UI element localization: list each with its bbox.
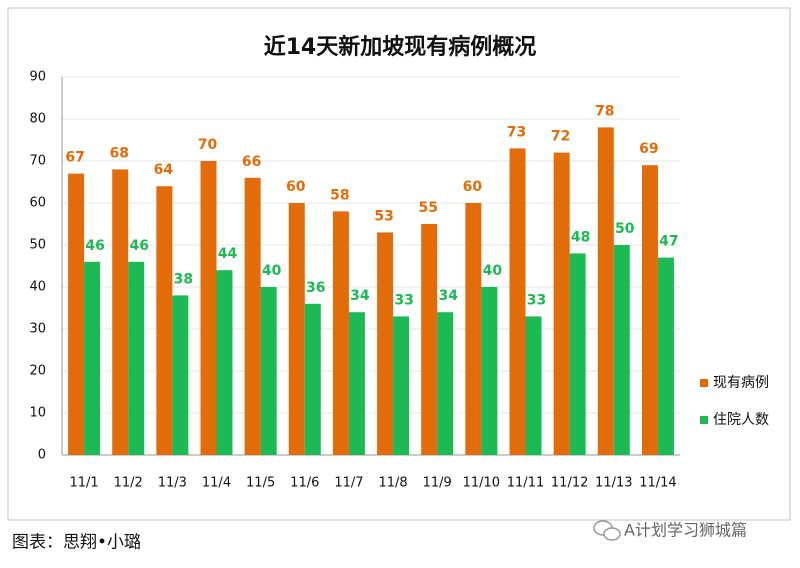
x-tick-label: 11/13 [595, 476, 632, 491]
legend-label: 现有病例 [713, 375, 769, 391]
y-tick-label: 60 [29, 196, 46, 211]
x-tick-label: 11/14 [639, 476, 676, 491]
wechat-icon [593, 520, 621, 541]
bar [304, 303, 321, 455]
bar [84, 261, 101, 455]
bar [377, 232, 394, 455]
x-tick-label: 11/7 [334, 476, 363, 491]
data-label: 72 [551, 129, 570, 145]
x-tick-label: 11/6 [290, 476, 319, 491]
bar [244, 177, 261, 456]
data-label: 33 [527, 292, 546, 308]
data-label: 64 [154, 162, 174, 178]
y-tick-label: 90 [29, 70, 46, 85]
y-tick-label: 50 [29, 238, 46, 253]
bar [332, 211, 349, 455]
data-label: 58 [330, 187, 349, 203]
bar [481, 287, 498, 455]
bar [569, 253, 586, 455]
data-label: 60 [286, 179, 306, 195]
data-label: 34 [438, 288, 458, 304]
chart-title: 近14天新加坡现有病例概况 [264, 34, 537, 60]
x-tick-label: 11/3 [158, 476, 187, 491]
x-tick-label: 11/12 [551, 476, 588, 491]
data-label: 73 [507, 124, 526, 140]
y-tick-label: 40 [29, 280, 46, 295]
y-tick-label: 70 [29, 154, 46, 169]
bar [68, 173, 85, 455]
legend-swatch [700, 379, 708, 387]
y-tick-label: 30 [29, 322, 46, 337]
x-tick-label: 11/10 [463, 476, 500, 491]
bar [657, 257, 674, 455]
data-label: 46 [85, 238, 104, 254]
bar [553, 152, 570, 455]
x-tick-label: 11/11 [507, 476, 544, 491]
bar [613, 245, 630, 455]
data-label: 68 [109, 145, 128, 161]
bar [509, 148, 526, 455]
data-label: 55 [418, 200, 437, 216]
bar [128, 261, 145, 455]
watermark: A计划学习狮城篇 [624, 521, 747, 540]
y-tick-label: 20 [29, 364, 46, 379]
data-label: 40 [483, 263, 503, 279]
data-label: 53 [374, 208, 393, 224]
x-tick-label: 11/4 [202, 476, 231, 491]
data-label: 70 [198, 137, 218, 153]
data-label: 69 [639, 141, 658, 157]
bar [200, 161, 217, 455]
bar [112, 169, 129, 455]
data-label: 48 [571, 229, 590, 245]
data-label: 47 [659, 234, 678, 250]
y-tick-label: 80 [29, 112, 46, 127]
bar [421, 224, 438, 455]
bar [216, 270, 233, 455]
legend-label: 住院人数 [713, 412, 769, 428]
data-label: 34 [350, 288, 370, 304]
y-tick-label: 0 [38, 448, 46, 463]
caption: 图表：思翔•小璐 [12, 533, 141, 553]
legend-swatch [700, 416, 708, 424]
bar [525, 316, 542, 455]
data-label: 50 [615, 221, 635, 237]
data-label: 38 [174, 271, 193, 287]
data-label: 66 [242, 154, 261, 170]
data-label: 67 [65, 150, 84, 166]
bar [641, 165, 658, 455]
data-label: 33 [394, 292, 413, 308]
data-label: 78 [595, 103, 614, 119]
x-tick-label: 11/8 [378, 476, 407, 491]
bar [393, 316, 410, 455]
data-label: 40 [262, 263, 282, 279]
data-label: 46 [129, 238, 148, 254]
bar [156, 186, 173, 455]
x-tick-label: 11/2 [114, 476, 143, 491]
bar [348, 312, 365, 455]
data-label: 60 [463, 179, 483, 195]
x-tick-label: 11/1 [69, 476, 98, 491]
y-tick-label: 10 [29, 406, 46, 421]
data-label: 44 [218, 246, 238, 262]
x-tick-label: 11/5 [246, 476, 275, 491]
bar [597, 127, 614, 456]
bar [288, 203, 305, 455]
bar [260, 287, 277, 455]
data-label: 36 [306, 280, 325, 296]
bar [465, 203, 482, 455]
x-tick-label: 11/9 [423, 476, 452, 491]
bar [437, 312, 454, 455]
bar [172, 295, 189, 455]
